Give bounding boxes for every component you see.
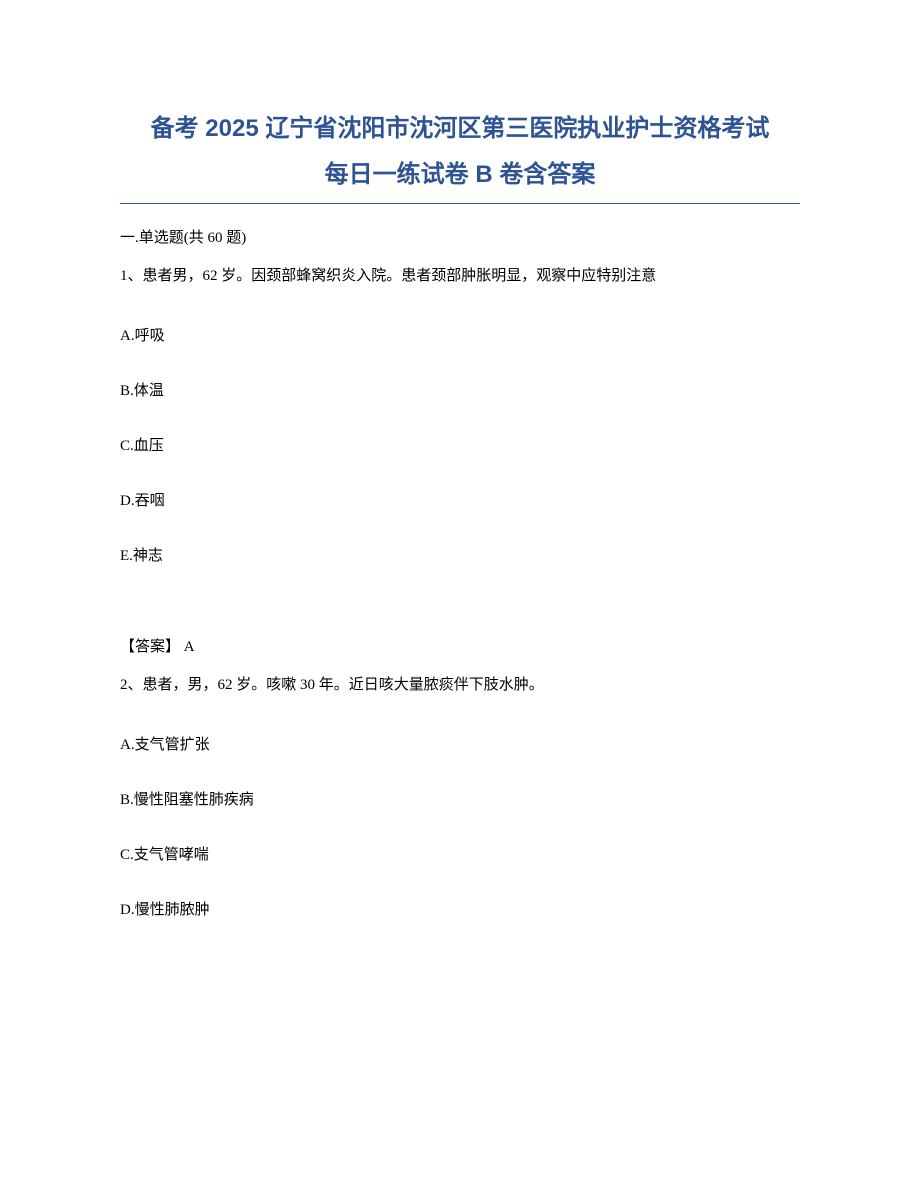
q2-option-d: D.慢性肺脓肿 (120, 898, 800, 919)
q2-stem: 2、患者，男，62 岁。咳嗽 30 年。近日咳大量脓痰伴下肢水肿。 (120, 672, 800, 699)
q1-stem: 1、患者男，62 岁。因颈部蜂窝织炎入院。患者颈部肿胀明显，观察中应特别注意 (120, 263, 800, 290)
q1-option-d: D.吞咽 (120, 489, 800, 510)
q2-option-a: A.支气管扩张 (120, 733, 800, 754)
q1-option-e: E.神志 (120, 544, 800, 565)
doc-title-line2: 每日一练试卷 B 卷含答案 (120, 156, 800, 194)
question-2: 2、患者，男，62 岁。咳嗽 30 年。近日咳大量脓痰伴下肢水肿。 A.支气管扩… (120, 672, 800, 919)
q1-answer: 【答案】 A (120, 635, 800, 656)
q1-option-a: A.呼吸 (120, 324, 800, 345)
doc-title-line1: 备考 2025 辽宁省沈阳市沈河区第三医院执业护士资格考试 (120, 110, 800, 148)
q2-option-c: C.支气管哮喘 (120, 843, 800, 864)
q1-option-c: C.血压 (120, 434, 800, 455)
q1-option-b: B.体温 (120, 379, 800, 400)
q2-option-b: B.慢性阻塞性肺疾病 (120, 788, 800, 809)
question-1: 1、患者男，62 岁。因颈部蜂窝织炎入院。患者颈部肿胀明显，观察中应特别注意 A… (120, 263, 800, 656)
title-underline (120, 203, 800, 204)
section-heading: 一.单选题(共 60 题) (120, 226, 800, 247)
